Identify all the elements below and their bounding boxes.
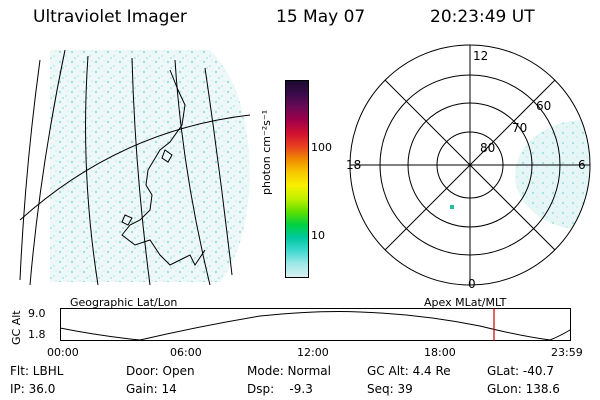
time-label: 20:23:49 UT [430, 7, 535, 27]
footer-glon: GLon: 138.6 [487, 382, 560, 396]
colorbar-tick-100: 100 [311, 141, 332, 154]
colorbar-tick-10: 10 [311, 229, 325, 242]
timeline-xtick-2: 12:00 [297, 346, 329, 359]
footer-gain: Gain: 14 [126, 382, 177, 396]
altitude-curve [60, 311, 571, 341]
date-label: 15 May 07 [276, 7, 366, 27]
footer-dsp: Dsp: -9.3 [247, 382, 313, 396]
lat-80: 80 [480, 141, 495, 155]
footer-door: Door: Open [126, 364, 195, 378]
footer-glat: GLat: -40.7 [487, 364, 554, 378]
island-outline [121, 214, 133, 226]
apex-label: Apex MLat/MLT [424, 296, 507, 309]
timeline-xtick-3: 18:00 [424, 346, 456, 359]
lat-60: 60 [536, 99, 551, 113]
footer-seq: Seq: 39 [367, 382, 413, 396]
geographic-label: Geographic Lat/Lon [70, 296, 178, 309]
timeline-ytick-bottom: 1.8 [28, 328, 46, 341]
data-point [450, 205, 454, 209]
timeline-xtick-4: 23:59 [551, 346, 583, 359]
aurora-oval [515, 120, 590, 230]
aurora-speckle [50, 50, 250, 282]
timeline-plot [60, 308, 571, 341]
coastline [121, 69, 206, 266]
mlt-18: 18 [346, 158, 361, 172]
mlt-12: 12 [473, 49, 488, 63]
footer-gc-alt: GC Alt: 4.4 Re [367, 364, 451, 378]
island-outline [161, 149, 173, 163]
polar-grid [349, 44, 591, 286]
colorbar-unit-label: photon cm⁻²s⁻¹ [260, 109, 273, 195]
timeline-ytick-top: 9.0 [28, 307, 46, 320]
footer-flt: Flt: LBHL [10, 364, 64, 378]
lat-70: 70 [512, 121, 527, 135]
colorbar [285, 80, 309, 278]
timeline-axis-label: GC Alt [10, 310, 23, 345]
timeline-frame [60, 308, 571, 341]
footer-ip: IP: 36.0 [10, 382, 56, 396]
polar-plot: 12 18 6 0 60 70 80 [346, 44, 591, 291]
timeline-xtick-0: 00:00 [47, 346, 79, 359]
geographic-image [19, 50, 251, 286]
mlt-6: 6 [578, 158, 586, 172]
footer-mode: Mode: Normal [247, 364, 331, 378]
mlt-0: 0 [468, 277, 476, 291]
timeline-xtick-1: 06:00 [170, 346, 202, 359]
app-title: Ultraviolet Imager [33, 7, 187, 27]
